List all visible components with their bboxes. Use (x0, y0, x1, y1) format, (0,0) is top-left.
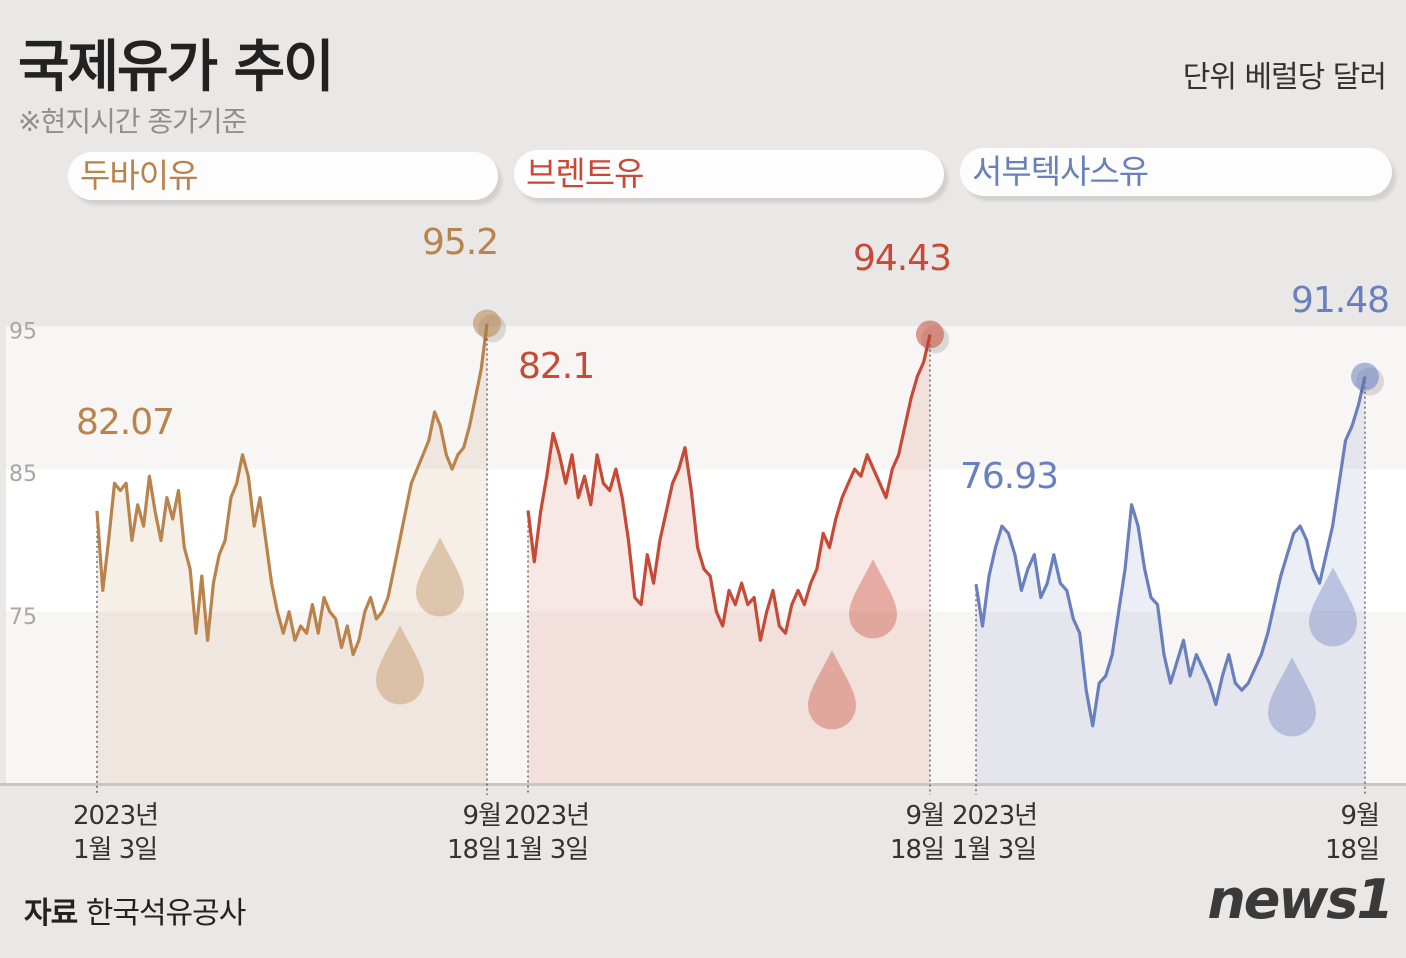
drop-icon (416, 537, 464, 617)
drop-icon (849, 559, 897, 639)
x-end-label-line: 18일 (447, 835, 501, 865)
end-value-label: 91.48 (1291, 280, 1389, 321)
y-tick-label: 75 (9, 605, 37, 630)
end-marker (916, 320, 944, 349)
series-area (528, 334, 930, 783)
start-value-label: 82.07 (76, 402, 174, 443)
x-start-label-line: 1월 3일 (952, 835, 1036, 865)
x-start-label-line: 1월 3일 (504, 835, 588, 865)
series-line (95, 323, 489, 657)
x-start-label-line: 1월 3일 (73, 835, 157, 865)
band-top (6, 326, 1406, 470)
band-middle (6, 469, 1406, 612)
series-line (526, 334, 932, 642)
end-value-label: 95.2 (422, 222, 498, 263)
drop-icon (376, 625, 424, 705)
y-tick-label: 85 (9, 462, 37, 487)
drop-icon (808, 650, 856, 730)
drop-icon (1309, 567, 1357, 647)
x-end-label-line: 9월 (463, 801, 501, 831)
series-area (976, 376, 1365, 783)
start-value-label: 82.1 (518, 346, 594, 387)
end-marker (1351, 362, 1379, 391)
baseline (0, 783, 1406, 786)
source-name: 한국석유공사 (85, 896, 247, 931)
x-start-label: 2023년 1월 3일 (952, 801, 1037, 865)
x-end-label: 9월 18일 (890, 801, 944, 865)
x-end-label-line: 18일 (890, 835, 944, 865)
series-area (97, 323, 487, 783)
end-value-label: 94.43 (853, 238, 951, 279)
y-tick-label: 95 (9, 319, 37, 344)
series-line (974, 376, 1367, 728)
unit-label: 단위 베럴당 달러 (1182, 60, 1387, 95)
x-end-label-line: 18일 (1325, 835, 1379, 865)
tab-wti: 서부텍사스유 (960, 148, 1392, 196)
band-bottom (6, 611, 1406, 783)
drop-icon (1268, 657, 1316, 737)
news1-logo: news1 (1207, 868, 1394, 931)
x-end-label: 9월 18일 (447, 801, 501, 865)
tab-brent: 브렌트유 (514, 150, 944, 198)
x-start-label: 2023년 1월 3일 (504, 801, 589, 865)
x-start-label-line: 2023년 (504, 801, 589, 831)
x-end-label: 9월 18일 (1325, 801, 1379, 865)
x-end-label-line: 9월 (1341, 801, 1379, 831)
start-value-label: 76.93 (960, 456, 1058, 497)
end-marker (473, 309, 501, 338)
x-start-label-line: 2023년 (73, 801, 158, 831)
x-end-label-line: 9월 (906, 801, 944, 831)
closing-price-note: ※현지시간 종가기준 (18, 105, 247, 138)
page-title: 국제유가 추이 (18, 35, 335, 100)
source-credit: 자료 한국석유공사 (24, 888, 247, 932)
tab-dubai: 두바이유 (68, 152, 498, 200)
source-label: 자료 (24, 896, 78, 931)
x-start-label: 2023년 1월 3일 (73, 801, 158, 865)
x-start-label-line: 2023년 (952, 801, 1037, 831)
